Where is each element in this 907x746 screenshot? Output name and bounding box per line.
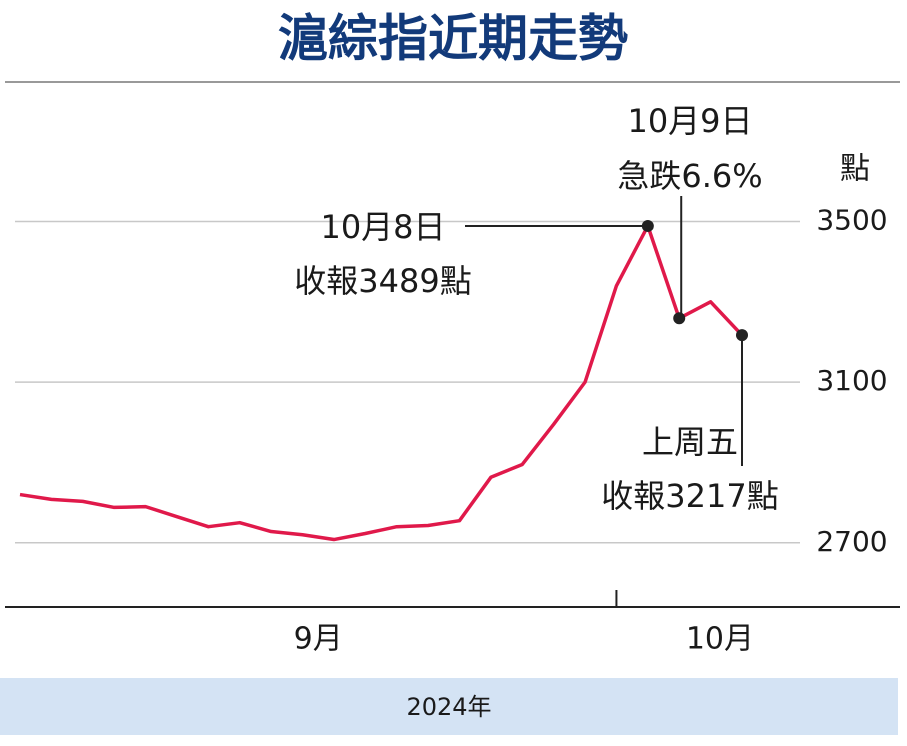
y-tick-label: 3100 — [816, 364, 887, 397]
line-series — [19, 224, 744, 542]
x-footer: 2024年 — [406, 693, 491, 721]
annotation-dot — [673, 312, 686, 325]
y-tick-label: 3500 — [816, 204, 887, 237]
annotation-text: 10月8日 — [320, 208, 445, 246]
chart-title: 滬綜指近期走勢 — [278, 10, 628, 68]
annotation-text: 收報3489點 — [294, 262, 471, 300]
annotation-text: 急跌6.6% — [617, 157, 762, 195]
annotation-text: 10月9日 — [627, 102, 752, 140]
annotation-dot — [736, 329, 748, 342]
y-tick-label: 2700 — [816, 525, 887, 558]
annotation-dot — [641, 219, 654, 232]
y-unit: 點 — [840, 152, 870, 187]
annotation-text: 上周五 — [642, 423, 738, 461]
x-group-label: 10月 — [686, 622, 754, 657]
x-group-label: 9月 — [294, 622, 343, 657]
footer-band — [0, 678, 898, 735]
annotation-text: 收報3217點 — [601, 477, 778, 515]
